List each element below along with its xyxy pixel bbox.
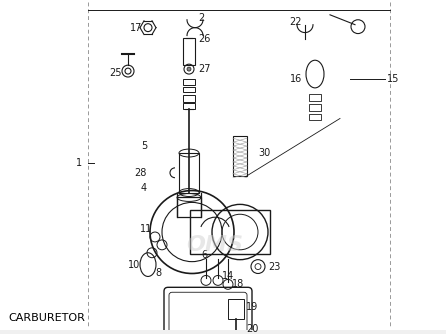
Text: 19: 19	[246, 302, 258, 312]
Text: 14: 14	[222, 272, 234, 282]
Text: CARBURETOR: CARBURETOR	[8, 313, 85, 323]
Text: 11: 11	[140, 224, 152, 234]
Bar	[228, 299, 244, 319]
Bar	[183, 103, 195, 109]
Bar	[183, 87, 195, 92]
Text: 25: 25	[110, 68, 122, 78]
Text: 1: 1	[76, 158, 82, 168]
Text: 27: 27	[198, 64, 211, 74]
Text: 6: 6	[201, 250, 207, 260]
Text: 30: 30	[258, 148, 270, 158]
Text: 17: 17	[130, 23, 142, 33]
Bar	[309, 104, 321, 111]
Text: 4: 4	[141, 183, 147, 193]
Bar	[183, 95, 195, 102]
Bar	[233, 136, 247, 176]
Bar	[309, 114, 321, 121]
Text: 23: 23	[268, 262, 281, 272]
Text: 5: 5	[141, 141, 147, 151]
Bar	[183, 37, 195, 65]
Bar	[177, 197, 201, 217]
Text: 8: 8	[156, 268, 162, 278]
Text: 26: 26	[198, 34, 211, 44]
Text: 18: 18	[232, 279, 244, 289]
Text: 20: 20	[246, 324, 258, 334]
Bar	[179, 153, 199, 192]
Bar	[309, 94, 321, 101]
Text: 10: 10	[128, 260, 140, 270]
Circle shape	[187, 67, 191, 71]
Text: OMS: OMS	[186, 235, 244, 255]
Bar	[190, 210, 270, 254]
Text: 22: 22	[289, 17, 302, 27]
Text: 2: 2	[198, 13, 204, 23]
Text: 28: 28	[135, 168, 147, 178]
Text: 15: 15	[387, 74, 399, 84]
Text: 16: 16	[290, 74, 302, 84]
Bar	[183, 79, 195, 85]
